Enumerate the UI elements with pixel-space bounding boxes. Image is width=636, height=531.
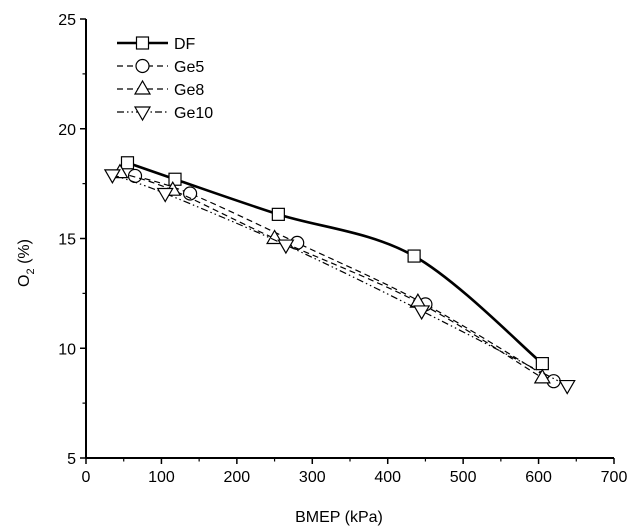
- data-point-ge10: [277, 239, 295, 255]
- x-tick-label: 200: [224, 469, 251, 486]
- data-point-df: [120, 156, 135, 170]
- data-point-ge10: [103, 169, 121, 185]
- x-tick-label: 700: [601, 469, 628, 486]
- y-tick-label: 5: [67, 451, 76, 468]
- series-df: [120, 156, 549, 371]
- x-tick-label: 0: [82, 469, 91, 486]
- data-point-df: [407, 249, 421, 263]
- data-point-df: [271, 207, 285, 221]
- legend-item-ge10: Ge10: [117, 105, 213, 122]
- legend-label-df: DF: [174, 36, 196, 53]
- data-point-df: [535, 357, 549, 371]
- legend-marker-ge5: [135, 58, 150, 74]
- legend-item-ge5: Ge5: [117, 58, 204, 76]
- x-tick-label: 600: [525, 469, 552, 486]
- y-axis-label: O2 (%): [16, 239, 37, 287]
- legend-item-ge8: Ge8: [117, 79, 204, 99]
- legend-label-ge10: Ge10: [174, 105, 213, 122]
- x-tick-label: 300: [299, 469, 326, 486]
- data-point-ge8: [533, 368, 551, 384]
- legend-marker-ge8: [133, 79, 152, 95]
- data-point-ge5: [290, 235, 305, 250]
- data-point-df: [168, 172, 182, 186]
- legend-label-ge5: Ge5: [174, 59, 204, 76]
- x-tick-label: 100: [148, 469, 175, 486]
- series-ge5: [127, 168, 561, 389]
- data-point-ge10: [558, 379, 576, 395]
- y-tick-label: 15: [58, 232, 76, 249]
- legend-label-ge8: Ge8: [174, 82, 204, 99]
- x-tick-label: 500: [450, 469, 477, 486]
- y-axis-label-suffix: (%): [16, 239, 33, 268]
- y-tick-label: 20: [58, 122, 76, 139]
- series-ge10: [103, 169, 576, 395]
- x-axis-label: BMEP (kPa): [295, 509, 383, 526]
- legend-marker-ge10: [133, 106, 152, 122]
- series-line-ge10: [112, 174, 568, 387]
- x-tick-label: 400: [374, 469, 401, 486]
- y-axis-label-sub: 2: [25, 268, 37, 274]
- series-line-ge8: [119, 172, 543, 379]
- data-point-ge10: [156, 187, 174, 203]
- series-layer: [103, 156, 576, 395]
- y-tick-label: 25: [58, 12, 76, 29]
- legend-item-df: DF: [117, 36, 196, 53]
- series-ge8: [111, 163, 551, 384]
- y-axis-label-main: O: [16, 275, 33, 287]
- legend-marker-df: [135, 36, 150, 50]
- y-tick-label: 10: [58, 341, 76, 358]
- legend: DF Ge5 Ge8 Ge10: [117, 36, 213, 122]
- data-point-ge10: [413, 305, 431, 321]
- axes: 0 100 200 300 400 500 600 700 5 10 15 20 25: [58, 12, 627, 486]
